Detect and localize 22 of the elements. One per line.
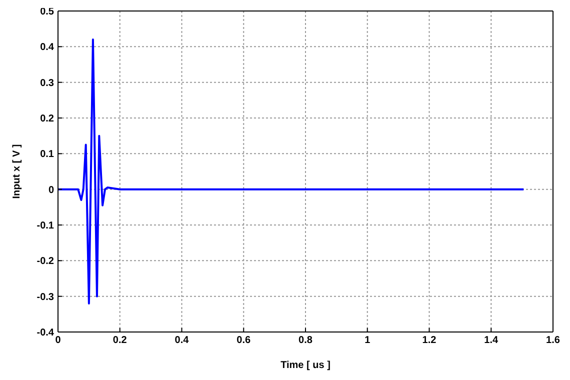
x-axis-title: Time [ us ] [280, 360, 330, 371]
y-tick-label: 0 [48, 184, 54, 196]
y-tick-label: 0.4 [40, 42, 54, 54]
y-tick-label: 0.3 [40, 78, 54, 89]
line-series [58, 38, 525, 304]
x-tick-label: 0.6 [236, 335, 252, 346]
y-tick-label: -0.3 [36, 292, 54, 303]
x-tick-label: 0.2 [112, 335, 128, 346]
y-axis-title: Input x [ V ] [12, 144, 23, 199]
y-tick-label: -0.2 [36, 256, 54, 268]
x-tick-label: 1.4 [484, 335, 499, 346]
y-tick-label: 0.2 [40, 114, 54, 125]
x-tick-label: 1.6 [546, 335, 560, 346]
y-tick-label: 0.1 [40, 149, 54, 160]
x-tick-label: 1 [364, 335, 371, 346]
x-tick-label: 0.8 [298, 335, 313, 346]
x-tick-label: 0 [55, 335, 62, 346]
x-tick-label: 1.2 [422, 335, 437, 346]
x-tick-label: 0.4 [174, 335, 190, 346]
y-tick-label: -0.1 [36, 220, 54, 232]
y-tick-label: -0.4 [36, 328, 54, 339]
y-tick-label: 0.5 [40, 6, 54, 18]
